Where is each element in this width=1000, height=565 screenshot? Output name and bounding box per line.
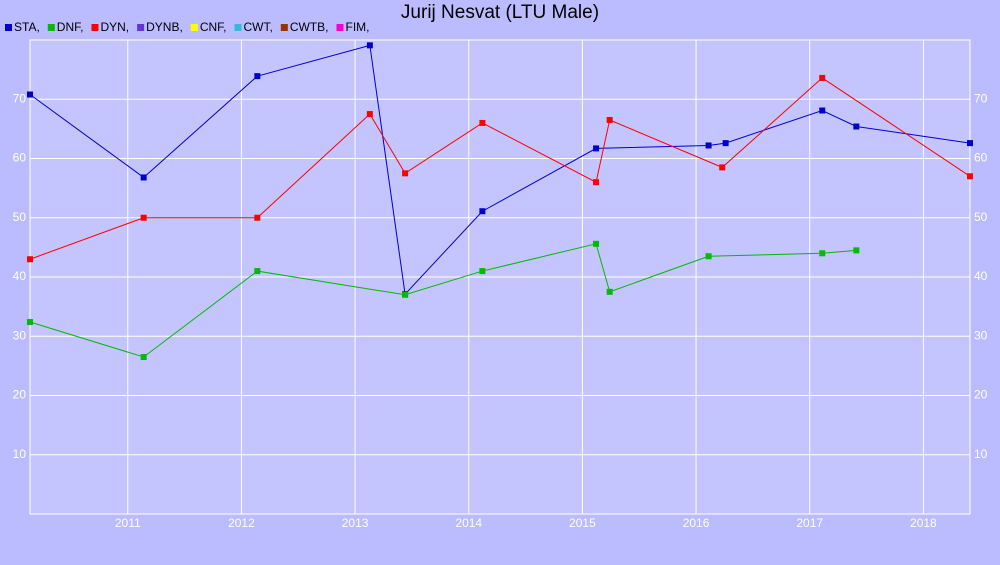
x-tick-label: 2016 <box>683 516 710 530</box>
y2-tick-label: 40 <box>974 269 988 283</box>
data-point <box>606 116 613 123</box>
data-point <box>819 74 826 81</box>
data-point <box>819 250 826 257</box>
data-point <box>140 174 147 181</box>
data-point <box>254 214 261 221</box>
legend-label: DYNB, <box>146 20 183 34</box>
data-point <box>402 170 409 177</box>
legend-swatch <box>5 24 12 31</box>
legend-label: FIM, <box>345 20 369 34</box>
data-point <box>705 253 712 260</box>
legend-label: CWT, <box>243 20 272 34</box>
data-point <box>254 73 261 80</box>
legend-swatch <box>280 24 288 31</box>
legend-swatch <box>91 24 99 31</box>
y2-tick-label: 30 <box>974 328 988 342</box>
data-point <box>479 268 486 275</box>
data-point <box>967 140 973 147</box>
legend-swatch <box>234 24 242 31</box>
legend-label: CNF, <box>200 20 227 34</box>
series-line <box>29 44 971 296</box>
data-point <box>722 140 729 147</box>
data-point <box>140 353 147 360</box>
y-tick-label: 40 <box>13 269 27 283</box>
y-tick-label: 70 <box>13 91 27 105</box>
data-point <box>254 268 261 275</box>
data-point <box>853 123 860 130</box>
data-point <box>479 208 486 215</box>
y-tick-label: 10 <box>13 447 27 461</box>
data-point <box>27 91 33 98</box>
x-tick-label: 2017 <box>796 516 823 530</box>
legend-label: DNF, <box>57 20 84 34</box>
legend-swatch <box>137 24 145 31</box>
chart-title: Jurij Nesvat (LTU Male) <box>401 2 599 23</box>
y-tick-label: 50 <box>13 210 27 224</box>
data-point <box>140 214 147 221</box>
data-point <box>479 119 486 126</box>
data-point <box>27 319 33 326</box>
data-point <box>593 240 600 247</box>
data-point <box>606 288 613 295</box>
y2-tick-label: 70 <box>974 91 988 105</box>
data-point <box>819 107 826 114</box>
legend-label: DYN, <box>100 20 129 34</box>
data-point <box>853 247 860 254</box>
y2-tick-label: 20 <box>974 388 988 402</box>
x-tick-label: 2011 <box>115 516 141 530</box>
data-point <box>593 145 600 152</box>
x-tick-label: 2015 <box>569 516 596 530</box>
series-line <box>29 243 857 358</box>
y-tick-label: 20 <box>13 388 27 402</box>
data-point <box>719 164 726 171</box>
x-tick-label: 2012 <box>228 516 255 530</box>
x-tick-label: 2018 <box>910 516 937 530</box>
data-point <box>402 291 409 298</box>
legend-label: CWTB, <box>290 20 329 34</box>
legend-swatch <box>190 24 198 31</box>
x-tick-label: 2013 <box>342 516 369 530</box>
legend-swatch <box>336 24 344 31</box>
x-tick-label: 2014 <box>455 516 482 530</box>
y2-tick-label: 60 <box>974 151 988 165</box>
y-tick-label: 30 <box>13 328 27 342</box>
y2-tick-label: 50 <box>974 210 988 224</box>
legend-label: STA, <box>14 20 40 34</box>
y2-tick-label: 10 <box>974 447 988 461</box>
data-point <box>366 42 373 49</box>
data-point <box>967 173 973 180</box>
data-point <box>593 179 600 186</box>
legend-swatch <box>47 24 55 31</box>
data-point <box>705 142 712 149</box>
y-tick-label: 60 <box>13 151 27 165</box>
data-point <box>366 111 373 118</box>
data-point <box>27 256 33 263</box>
